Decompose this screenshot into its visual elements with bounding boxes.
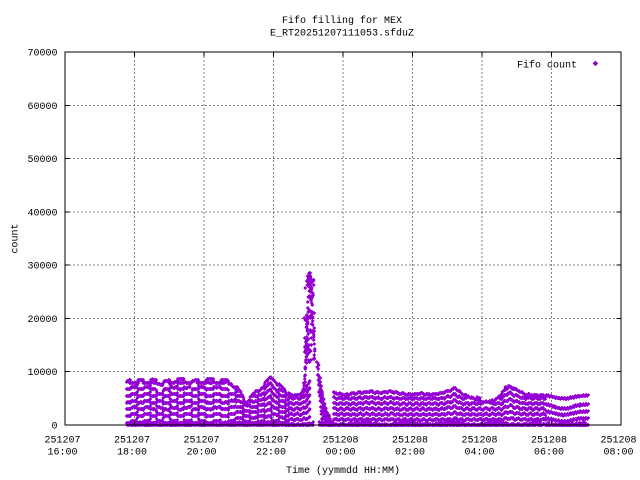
svg-text:60000: 60000	[27, 102, 57, 113]
svg-text:251207: 251207	[183, 436, 219, 447]
svg-text:251208: 251208	[531, 436, 567, 447]
svg-text:251207: 251207	[44, 436, 80, 447]
svg-text:50000: 50000	[27, 155, 57, 166]
svg-text:10000: 10000	[27, 368, 57, 379]
svg-text:251208: 251208	[461, 436, 497, 447]
svg-text:Fifo filling for MEX: Fifo filling for MEX	[282, 15, 402, 27]
svg-text:22:00: 22:00	[256, 448, 286, 459]
svg-text:18:00: 18:00	[117, 448, 147, 459]
svg-text:251208: 251208	[322, 436, 358, 447]
svg-text:0: 0	[51, 422, 57, 433]
svg-text:Fifo count: Fifo count	[517, 60, 577, 72]
svg-text:02:00: 02:00	[395, 448, 425, 459]
svg-text:251207: 251207	[253, 436, 289, 447]
svg-text:30000: 30000	[27, 262, 57, 273]
svg-text:20000: 20000	[27, 315, 57, 326]
svg-text:00:00: 00:00	[325, 448, 355, 459]
svg-text:251208: 251208	[600, 436, 636, 447]
svg-text:40000: 40000	[27, 208, 57, 219]
svg-text:70000: 70000	[27, 49, 57, 60]
svg-text:count: count	[11, 223, 22, 253]
svg-text:16:00: 16:00	[47, 448, 77, 459]
svg-text:E_RT20251207111053.sfduZ: E_RT20251207111053.sfduZ	[270, 28, 414, 40]
svg-text:06:00: 06:00	[534, 448, 564, 459]
svg-text:08:00: 08:00	[603, 448, 633, 459]
svg-text:251207: 251207	[114, 436, 150, 447]
svg-text:04:00: 04:00	[464, 448, 494, 459]
svg-text:251208: 251208	[392, 436, 428, 447]
svg-text:20:00: 20:00	[186, 448, 216, 459]
svg-text:Time (yymmdd HH:MM): Time (yymmdd HH:MM)	[286, 465, 400, 477]
